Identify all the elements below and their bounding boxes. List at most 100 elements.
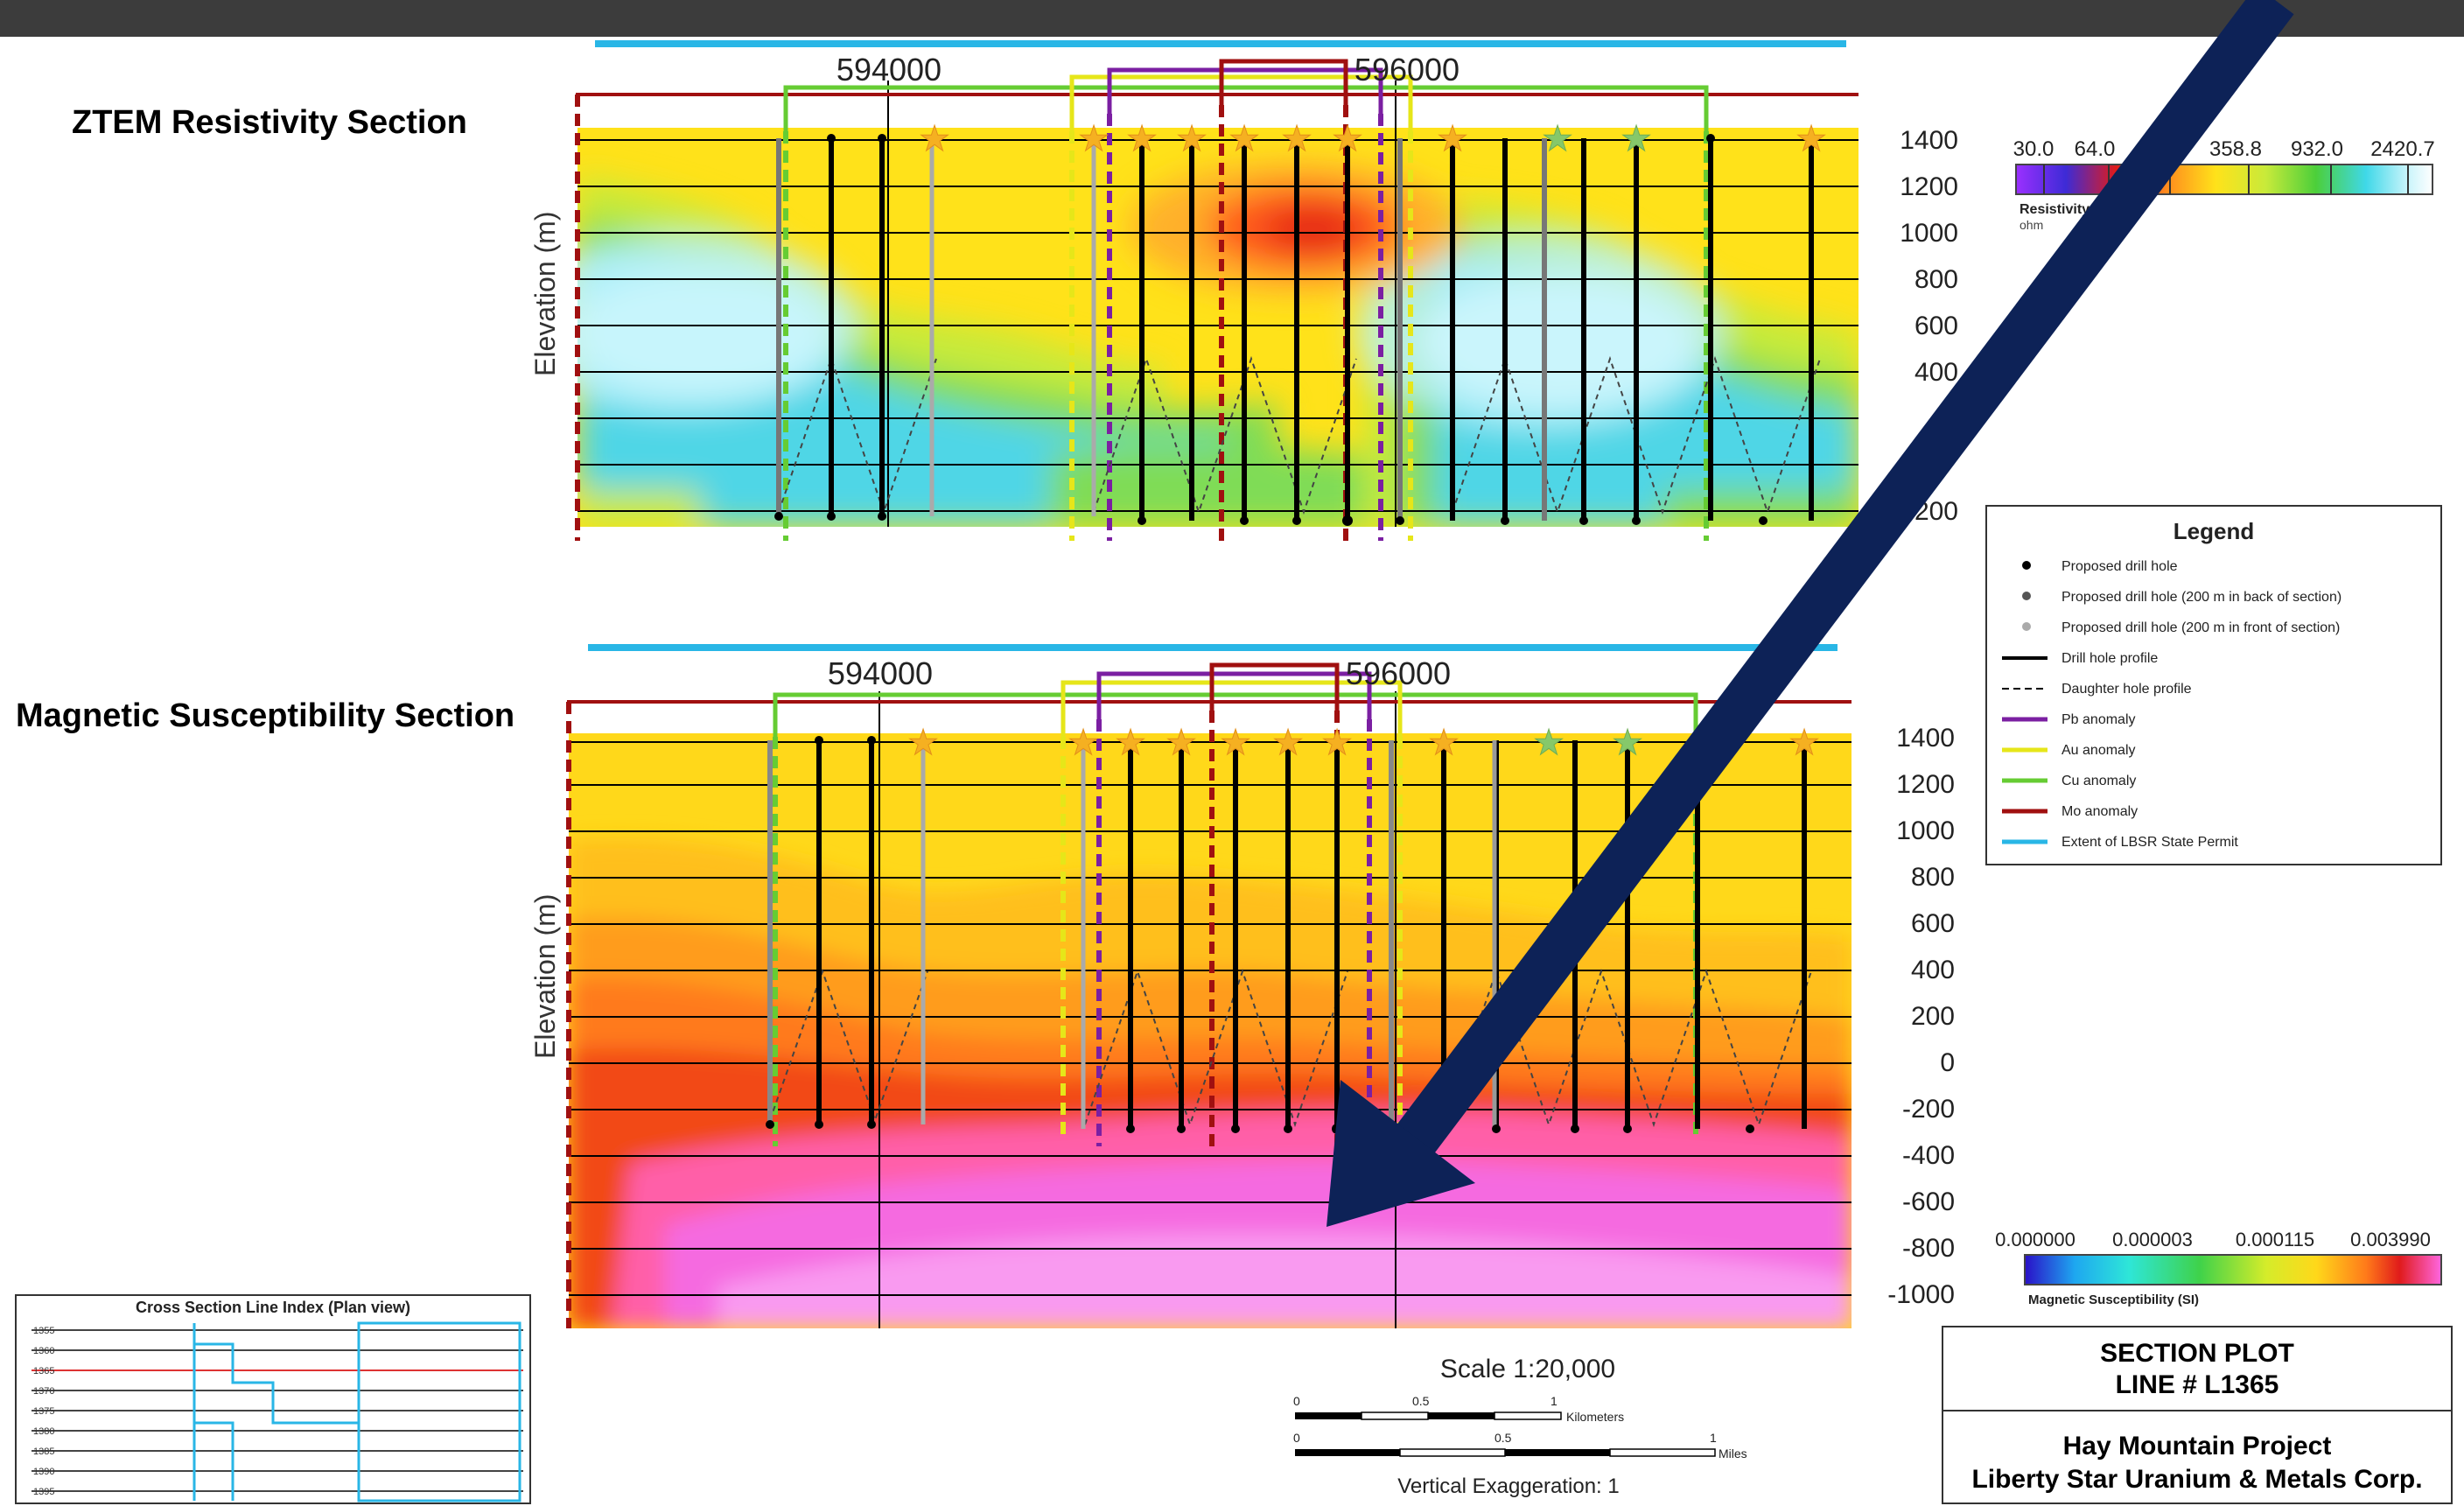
title-block-line1: SECTION PLOT [2100, 1339, 2294, 1368]
ztem-cbar-value: 30.0 [2013, 137, 2054, 161]
ztem-cbar-value: 64.0 [2075, 137, 2116, 161]
index-line-label: 1380 [33, 1426, 54, 1437]
legend-item: Daughter hole profile [2062, 682, 2192, 697]
ztem-tick: 800 [1914, 265, 1958, 294]
scale-mi-unit: Miles [1718, 1446, 1747, 1460]
mag-tick: -800 [1902, 1234, 1955, 1263]
mag-tick: 1200 [1896, 770, 1955, 799]
legend-item: Extent of LBSR State Permit [2062, 835, 2238, 850]
scale-bar: Scale 1:20,000 0 0.5 1 Kilometers 0 0.5 … [1293, 1355, 1747, 1498]
ztem-tick: 400 [1914, 358, 1958, 387]
mag-cbar-label: Magnetic Susceptibility (SI) [2028, 1292, 2199, 1307]
mag-tick: -600 [1902, 1187, 1955, 1216]
scale-mi-tick: 0.5 [1494, 1431, 1512, 1445]
svg-text:★: ★ [1533, 724, 1564, 762]
svg-text:★: ★ [1220, 724, 1251, 762]
scale-km-tick: 0.5 [1412, 1394, 1430, 1408]
svg-text:★: ★ [1115, 724, 1146, 762]
scale-mi-tick: 0 [1293, 1431, 1300, 1445]
legend-item: Cu anomaly [2062, 774, 2136, 788]
ztem-drill-holes: ★ ★ ★ ★ ★ ★ ★ ★ ★ ★ ★ [774, 120, 1827, 526]
legend-item: Au anomaly [2062, 743, 2136, 758]
scale-km-tick: 0 [1293, 1394, 1300, 1408]
mag-tick: 1400 [1896, 724, 1955, 753]
index-line-label: 1360 [33, 1346, 54, 1356]
ztem-cbar-value: 2420.7 [2370, 137, 2434, 161]
mag-cbar-value: 0.000003 [2112, 1229, 2193, 1250]
window-top-bar [0, 0, 2464, 37]
highlight-arrow [1326, 0, 2294, 1227]
svg-text:★: ★ [1332, 120, 1363, 158]
mag-cbar-value: 0.000000 [1995, 1229, 2076, 1250]
mag-tick: 800 [1911, 863, 1955, 892]
legend-item: Proposed drill hole (200 m in front of s… [2062, 620, 2340, 635]
mag-tick: -400 [1902, 1141, 1955, 1170]
mag-grid [569, 741, 1852, 1296]
ztem-easting-596000: 596000 [1354, 52, 1460, 88]
index-line-label: 1385 [33, 1446, 54, 1457]
title-block: SECTION PLOT LINE # L1365 Hay Mountain P… [1942, 1326, 2453, 1504]
scale-km-unit: Kilometers [1566, 1410, 1624, 1424]
scale-mi-tick: 1 [1710, 1431, 1717, 1445]
svg-text:★: ★ [907, 724, 939, 762]
index-line-label: 1390 [33, 1467, 54, 1477]
ztem-tick: 1400 [1900, 126, 1958, 155]
ztem-cbar-value: 932.0 [2291, 137, 2343, 161]
svg-text:★: ★ [1542, 120, 1573, 158]
ztem-tick: 600 [1914, 312, 1958, 340]
svg-text:★: ★ [919, 120, 950, 158]
ztem-tick: 1200 [1900, 172, 1958, 201]
mag-ylabel: Elevation (m) [529, 894, 561, 1060]
index-line-label: 1395 [33, 1487, 54, 1497]
scale-km-tick: 1 [1550, 1394, 1558, 1408]
legend-box: Legend Proposed drill hole Proposed dril… [1985, 505, 2442, 865]
index-line-label: 1375 [33, 1406, 54, 1417]
mag-cbar-value: 0.003990 [2350, 1229, 2431, 1250]
mag-easting-594000: 594000 [828, 655, 933, 691]
svg-text:★: ★ [1126, 120, 1158, 158]
svg-text:★: ★ [1272, 724, 1304, 762]
mag-tick: 200 [1911, 1002, 1955, 1031]
ztem-section: ★ ★ ★ ★ ★ ★ ★ ★ ★ ★ ★ ZTEM Resistivity S… [72, 40, 2435, 541]
mag-tick: 0 [1940, 1048, 1955, 1077]
ztem-grid [578, 139, 1858, 512]
svg-text:★: ★ [1068, 724, 1099, 762]
svg-text:★: ★ [1166, 724, 1197, 762]
mag-title: Magnetic Susceptibility Section [16, 697, 514, 734]
mag-cbar-value: 0.000115 [2236, 1229, 2314, 1250]
title-block-line2: LINE # L1365 [2116, 1370, 2279, 1399]
svg-text:★: ★ [1620, 120, 1652, 158]
mag-section: ★ ★ ★ ★ ★ ★ ★ ★ ★ ★ ★ Magnetic Susceptib… [16, 644, 2442, 1328]
mag-colorbar: 0.000000 0.000003 0.000115 0.003990 Magn… [1995, 1229, 2442, 1307]
svg-text:★: ★ [1612, 724, 1643, 762]
svg-text:★: ★ [1437, 120, 1468, 158]
vertical-exaggeration: Vertical Exaggeration: 1 [1397, 1474, 1620, 1498]
svg-text:★: ★ [1788, 724, 1820, 762]
cross-section-index-map: Cross Section Line Index (Plan view) 135… [15, 1294, 531, 1504]
legend-item: Pb anomaly [2062, 712, 2136, 727]
mag-tick: 400 [1911, 956, 1955, 984]
index-line-label: 1370 [33, 1386, 54, 1397]
ztem-cbar-label: Resistivity [2020, 202, 2090, 217]
mag-drill-holes: ★ ★ ★ ★ ★ ★ ★ ★ ★ ★ ★ [766, 724, 1820, 1134]
svg-text:★: ★ [1796, 120, 1827, 158]
ztem-cbar-unit: ohm [2020, 218, 2043, 232]
index-map-title: Cross Section Line Index (Plan view) [136, 1299, 410, 1316]
legend-item: Proposed drill hole (200 m in back of se… [2062, 590, 2342, 605]
svg-text:★: ★ [1228, 120, 1260, 158]
index-line-label: 1355 [33, 1326, 54, 1336]
ztem-title: ZTEM Resistivity Section [72, 104, 467, 141]
ztem-easting-594000: 594000 [836, 52, 942, 88]
svg-text:★: ★ [1078, 120, 1110, 158]
mag-elevation-ticks: 1400 1200 1000 800 600 400 200 0 -200 -4… [1887, 724, 1955, 1309]
svg-text:★: ★ [1281, 120, 1312, 158]
legend-item: Drill hole profile [2062, 651, 2158, 666]
legend-title: Legend [2174, 518, 2254, 544]
mag-easting-596000: 596000 [1346, 655, 1451, 691]
ztem-colorbar: 30.0 64.0 2 358.8 932.0 2420.7 Resistivi… [2013, 137, 2435, 232]
ztem-tick: 1000 [1900, 219, 1958, 248]
ztem-ylabel: Elevation (m) [529, 212, 561, 377]
mag-tick: -1000 [1887, 1280, 1955, 1309]
ztem-color-field [578, 128, 1858, 527]
